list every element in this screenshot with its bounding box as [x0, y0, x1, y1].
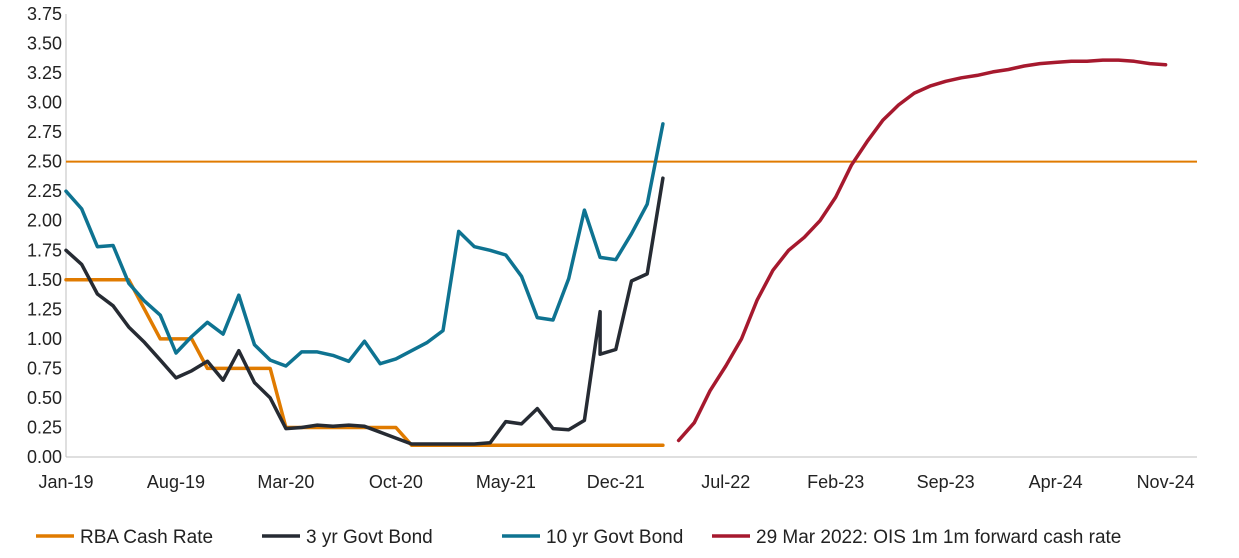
- x-tick-label: Dec-21: [587, 472, 645, 492]
- x-tick-label: Jan-19: [38, 472, 93, 492]
- x-tick-label: Sep-23: [917, 472, 975, 492]
- legend-label: 10 yr Govt Bond: [546, 527, 683, 548]
- y-tick-label: 3.50: [27, 34, 62, 54]
- y-tick-label: 2.25: [27, 181, 62, 201]
- y-tick-label: 0.75: [27, 358, 62, 378]
- legend-label: 3 yr Govt Bond: [306, 527, 433, 548]
- y-tick-label: 2.00: [27, 211, 62, 231]
- legend-label: RBA Cash Rate: [80, 527, 213, 548]
- series-line-2: [64, 122, 665, 368]
- x-tick-label: Nov-24: [1137, 472, 1195, 492]
- x-tick-label: Apr-24: [1029, 472, 1083, 492]
- y-tick-label: 0.00: [27, 447, 62, 467]
- y-tick-label: 1.25: [27, 299, 62, 319]
- x-tick-label: Mar-20: [257, 472, 314, 492]
- x-tick-label: Oct-20: [369, 472, 423, 492]
- y-tick-label: 1.00: [27, 329, 62, 349]
- series-line-1: [64, 176, 665, 446]
- y-tick-label: 3.75: [27, 4, 62, 24]
- series-line-0: [64, 278, 665, 447]
- series-line-3: [676, 58, 1168, 443]
- y-tick-label: 2.50: [27, 152, 62, 172]
- y-tick-label: 3.00: [27, 93, 62, 113]
- legend: RBA Cash Rate 3 yr Govt Bond 10 yr Govt Bo…: [36, 527, 1121, 548]
- y-tick-label: 0.50: [27, 388, 62, 408]
- y-tick-label: 1.50: [27, 270, 62, 290]
- y-tick-label: 0.25: [27, 417, 62, 437]
- axes: 0.00 0.25 0.50 0.75 1.00 1.25 1.50 1.75 2.00 2.25…: [27, 4, 1197, 492]
- y-tick-label: 3.25: [27, 63, 62, 83]
- x-tick-label: Aug-19: [147, 472, 205, 492]
- y-tick-label: 2.75: [27, 122, 62, 142]
- x-tick-label: Jul-22: [701, 472, 750, 492]
- x-tick-label: Feb-23: [807, 472, 864, 492]
- y-tick-label: 1.75: [27, 240, 62, 260]
- x-tick-label: May-21: [476, 472, 536, 492]
- legend-label: 29 Mar 2022: OIS 1m 1m forward cash rate: [756, 527, 1121, 548]
- series-lines: [64, 58, 1168, 447]
